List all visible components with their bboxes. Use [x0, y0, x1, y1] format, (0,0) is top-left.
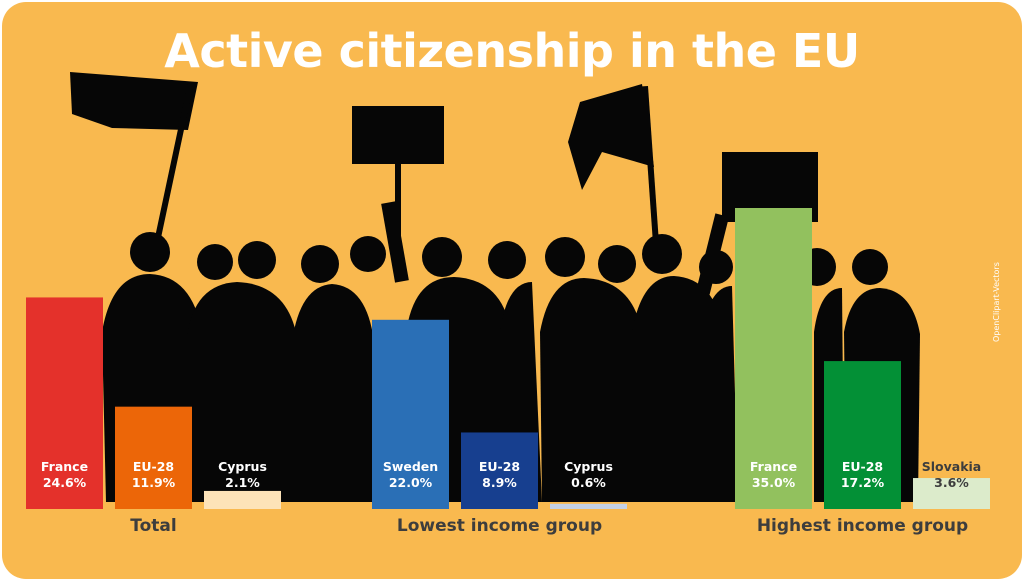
bar-label-country: EU-28: [842, 459, 883, 474]
bar-label-country: Sweden: [383, 459, 438, 474]
bar-label-country: France: [750, 459, 797, 474]
group-label: Highest income group: [756, 516, 969, 536]
bar-total-france: [26, 297, 103, 509]
bar-lowest-income-group-eu-28: [461, 432, 538, 509]
bar-label-country: EU-28: [133, 459, 174, 474]
bar-lowest-income-group-cyprus: [550, 503, 627, 509]
bar-highest-income-group-france: [735, 208, 812, 509]
bar-total-eu-28: [115, 406, 192, 509]
bar-label-country: Cyprus: [218, 459, 267, 474]
bar-total-cyprus: [204, 490, 281, 509]
bar-label-value: 24.6%: [43, 475, 87, 490]
bar-label-country: Cyprus: [564, 459, 613, 474]
bar-label-value: 17.2%: [841, 475, 885, 490]
bar-label-country: EU-28: [479, 459, 520, 474]
bar-lowest-income-group-sweden: [372, 319, 449, 509]
bar-label-value: 11.9%: [132, 475, 176, 490]
bar-label-value: 22.0%: [389, 475, 433, 490]
bar-label-country: Slovakia: [922, 459, 982, 474]
bar-label-value: 8.9%: [482, 475, 517, 490]
chart-title: Active citizenship in the EU: [164, 24, 860, 78]
bar-label-value: 3.6%: [934, 475, 969, 490]
bar-label-value: 35.0%: [752, 475, 796, 490]
bar-highest-income-group-eu-28: [824, 361, 901, 509]
bar-highest-income-group-slovakia: [913, 478, 990, 509]
image-credit: OpenClipart-Vectors: [992, 262, 1001, 342]
group-label: Lowest income group: [396, 516, 603, 536]
bar-label-value: 0.6%: [571, 475, 606, 490]
bar-label-value: 2.1%: [225, 475, 260, 490]
group-label: Total: [130, 516, 177, 536]
bar-label-country: France: [41, 459, 88, 474]
